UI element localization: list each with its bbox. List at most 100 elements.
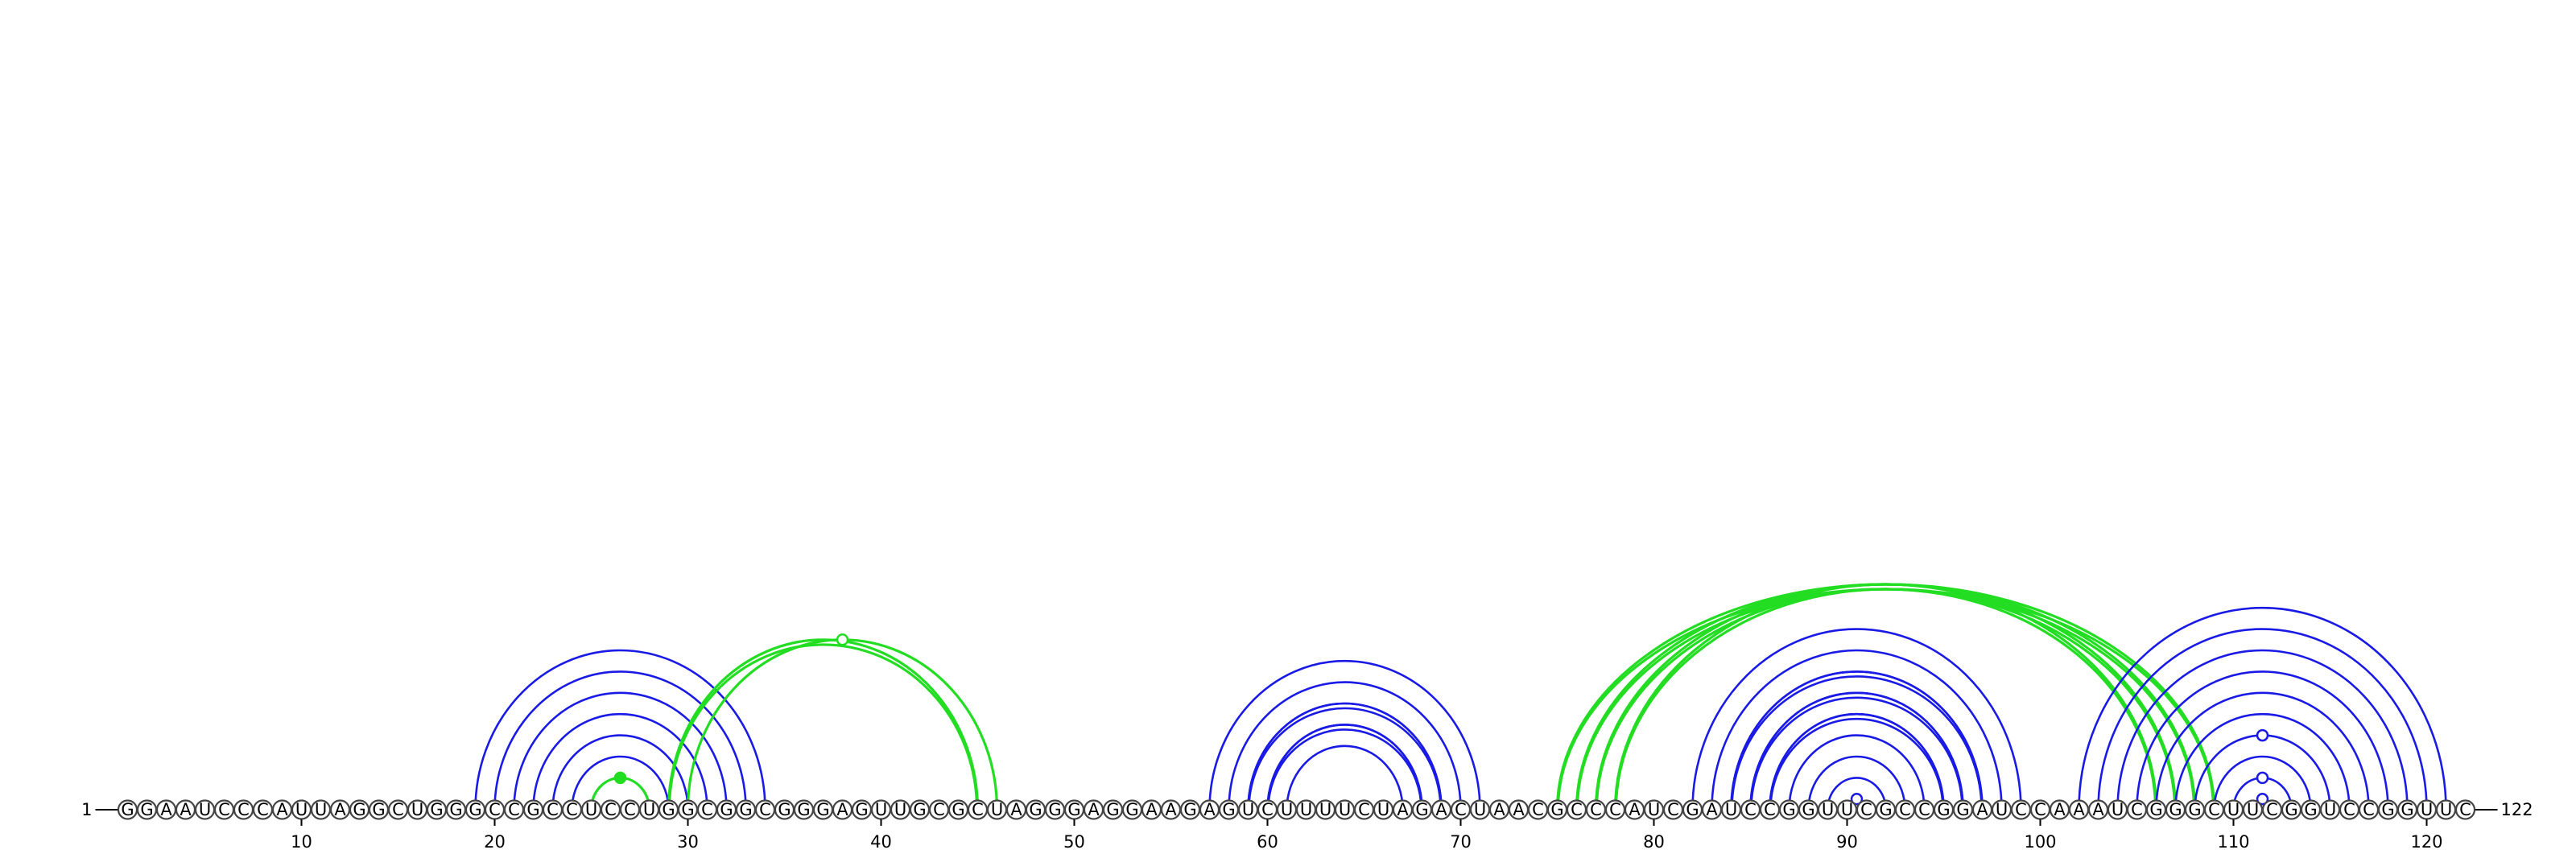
- base-pair-arc-84-97: [1731, 675, 1983, 811]
- nucleotide-38: A: [832, 799, 853, 820]
- nucleotide-letter: C: [2034, 800, 2046, 819]
- nucleotide-80: U: [1643, 799, 1665, 820]
- base-pair-arc-102-121: [2078, 606, 2447, 811]
- base-pair-arc-85-96: [1750, 696, 1963, 811]
- nucleotide-letter: C: [1261, 800, 1274, 819]
- arc-marker-108-115: [2256, 728, 2269, 742]
- arc-marker-90-91: [1850, 793, 1864, 806]
- nucleotide-letter: G: [1125, 800, 1138, 819]
- nucleotide-letter: C: [624, 800, 636, 819]
- nucleotide-letter: G: [1802, 800, 1814, 819]
- nucleotide-letter: U: [1996, 800, 2008, 819]
- base-pair-arc-60-68: [1266, 724, 1423, 811]
- nucleotide-letter: C: [1860, 800, 1872, 819]
- nucleotide-letter: G: [2381, 800, 2394, 819]
- nucleotide-letter: U: [1474, 800, 1486, 819]
- nucleotide-121: U: [2435, 799, 2457, 820]
- nucleotide-57: A: [1199, 799, 1220, 820]
- nucleotide-letter: C: [1609, 800, 1621, 819]
- nucleotide-51: A: [1083, 799, 1104, 820]
- nucleotide-78: C: [1604, 799, 1626, 820]
- base-pair-arc-19-34: [474, 649, 766, 811]
- nucleotide-letter: C: [2131, 800, 2143, 819]
- nucleotide-letter: G: [1550, 800, 1563, 819]
- base-pair-arc-103-120: [2097, 628, 2428, 811]
- nucleotide-67: A: [1392, 799, 1414, 820]
- base-pair-arcs: [474, 583, 2447, 811]
- nucleotide-letter: G: [430, 800, 443, 819]
- base-pair-arc-82-99: [1691, 628, 2022, 811]
- base-pair-arc-61-67: [1286, 745, 1404, 811]
- nucleotide-25: U: [580, 799, 602, 820]
- nucleotide-letter: G: [681, 800, 694, 819]
- base-pair-arc-88-93: [1807, 755, 1906, 811]
- nucleotide-104: U: [2107, 799, 2128, 820]
- nucleotide-letter: C: [1764, 800, 1776, 819]
- nucleotide-letter: G: [720, 800, 733, 819]
- nucleotide-letter: G: [2169, 800, 2182, 819]
- nucleotide-letter: A: [1397, 800, 1409, 819]
- nucleotide-74: C: [1527, 799, 1549, 820]
- nucleotide-letter: A: [836, 800, 848, 819]
- nucleotide-letter: C: [2459, 800, 2471, 819]
- sequence-start-label: 1: [81, 800, 92, 819]
- nucleotide-letter: C: [2343, 800, 2355, 819]
- nucleotide-82: G: [1682, 799, 1703, 820]
- base-pair-arc-109-114: [2213, 755, 2312, 811]
- nucleotide-73: A: [1508, 799, 1530, 820]
- nucleotide-letter: A: [2092, 800, 2104, 819]
- nucleotide-letter: G: [1067, 800, 1080, 819]
- nucleotide-46: U: [986, 799, 1008, 820]
- nucleotide-35: G: [774, 799, 795, 820]
- nucleotide-letter: C: [1590, 800, 1602, 819]
- nucleotide-113: G: [2281, 799, 2302, 820]
- base-pair-arc-84-97: [1730, 670, 1984, 811]
- nucleotide-letter: G: [2285, 800, 2297, 819]
- nucleotide-9: A: [271, 799, 293, 820]
- base-pair-arc-107-116: [2174, 712, 2351, 811]
- nucleotide-letter: G: [1048, 800, 1061, 819]
- nucleotide-84: U: [1720, 799, 1742, 820]
- nucleotide-letter: C: [1744, 800, 1757, 819]
- nucleotide-115: U: [2319, 799, 2341, 820]
- nucleotide-letter: G: [2149, 800, 2162, 819]
- nucleotide-7: C: [233, 799, 254, 820]
- base-pair-arc-85-96: [1749, 691, 1964, 811]
- nucleotide-119: G: [2396, 799, 2418, 820]
- position-tick-label-20: 20: [484, 832, 506, 852]
- nucleotide-95: G: [1933, 799, 1955, 820]
- nucleotide-66: U: [1373, 799, 1394, 820]
- nucleotide-108: G: [2184, 799, 2206, 820]
- nucleotide-letter: U: [1319, 800, 1331, 819]
- nucleotide-letter: C: [257, 800, 269, 819]
- nucleotide-8: C: [252, 799, 274, 820]
- nucleotide-37: G: [812, 799, 834, 820]
- nucleotide-101: A: [2049, 799, 2070, 820]
- nucleotide-letter: C: [2208, 800, 2220, 819]
- nucleotide-120: U: [2416, 799, 2438, 820]
- nucleotide-letter: U: [991, 800, 1003, 819]
- nucleotide-letter: G: [662, 800, 675, 819]
- nucleotide-11: U: [310, 799, 332, 820]
- base-pair-arc-75-109: [1556, 588, 2215, 811]
- nucleotide-letter: G: [1782, 800, 1795, 819]
- nucleotide-letter: U: [1725, 800, 1737, 819]
- base-pair-arc-21-32: [513, 691, 728, 811]
- nucleotide-letter: A: [276, 800, 288, 819]
- nucleotide-56: G: [1179, 799, 1201, 820]
- nucleotide-letter: A: [1629, 800, 1641, 819]
- nucleotide-63: U: [1315, 799, 1336, 820]
- nucleotide-28: U: [638, 799, 660, 820]
- nucleotide-100: C: [2029, 799, 2051, 820]
- nucleotide-109: C: [2203, 799, 2225, 820]
- nucleotide-59: U: [1237, 799, 1259, 820]
- base-pair-arc-60-68: [1267, 728, 1422, 811]
- nucleotide-47: A: [1005, 799, 1027, 820]
- nucleotide-114: G: [2300, 799, 2322, 820]
- nucleotide-letter: C: [1918, 800, 1930, 819]
- position-tick-label-100: 100: [2024, 832, 2056, 852]
- nucleotide-letter: C: [1571, 800, 1583, 819]
- position-tick-label-30: 30: [677, 832, 699, 852]
